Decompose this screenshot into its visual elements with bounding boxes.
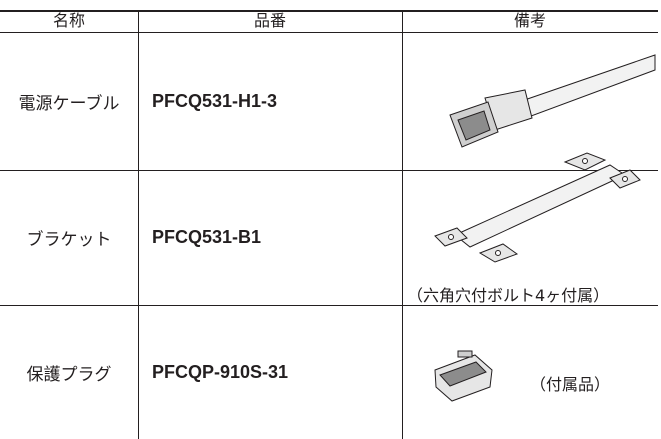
header-cell: 名称	[52, 11, 85, 30]
cap-illustration	[434, 350, 493, 402]
note: （六角穴付ボルト4ヶ付属）	[407, 286, 610, 305]
header-cell: 品番	[253, 11, 286, 30]
name-cell: 保護プラグ	[26, 364, 112, 385]
name-cell: ブラケット	[26, 230, 112, 250]
rule	[138, 10, 139, 439]
header-cell: 備考	[513, 11, 546, 30]
rule	[402, 10, 403, 439]
note: （付属品）	[530, 375, 611, 394]
rule	[0, 32, 658, 33]
part-cell: PFCQP-910S-31	[152, 361, 289, 382]
part-cell: PFCQ531-H1-3	[152, 90, 278, 111]
name-cell: 電源ケーブル	[18, 93, 120, 114]
cable-illustration	[449, 54, 656, 148]
rule	[0, 170, 658, 171]
bracket-illustration	[434, 152, 641, 263]
rule	[0, 305, 658, 306]
rule	[0, 10, 658, 12]
part-cell: PFCQ531-B1	[152, 227, 262, 247]
